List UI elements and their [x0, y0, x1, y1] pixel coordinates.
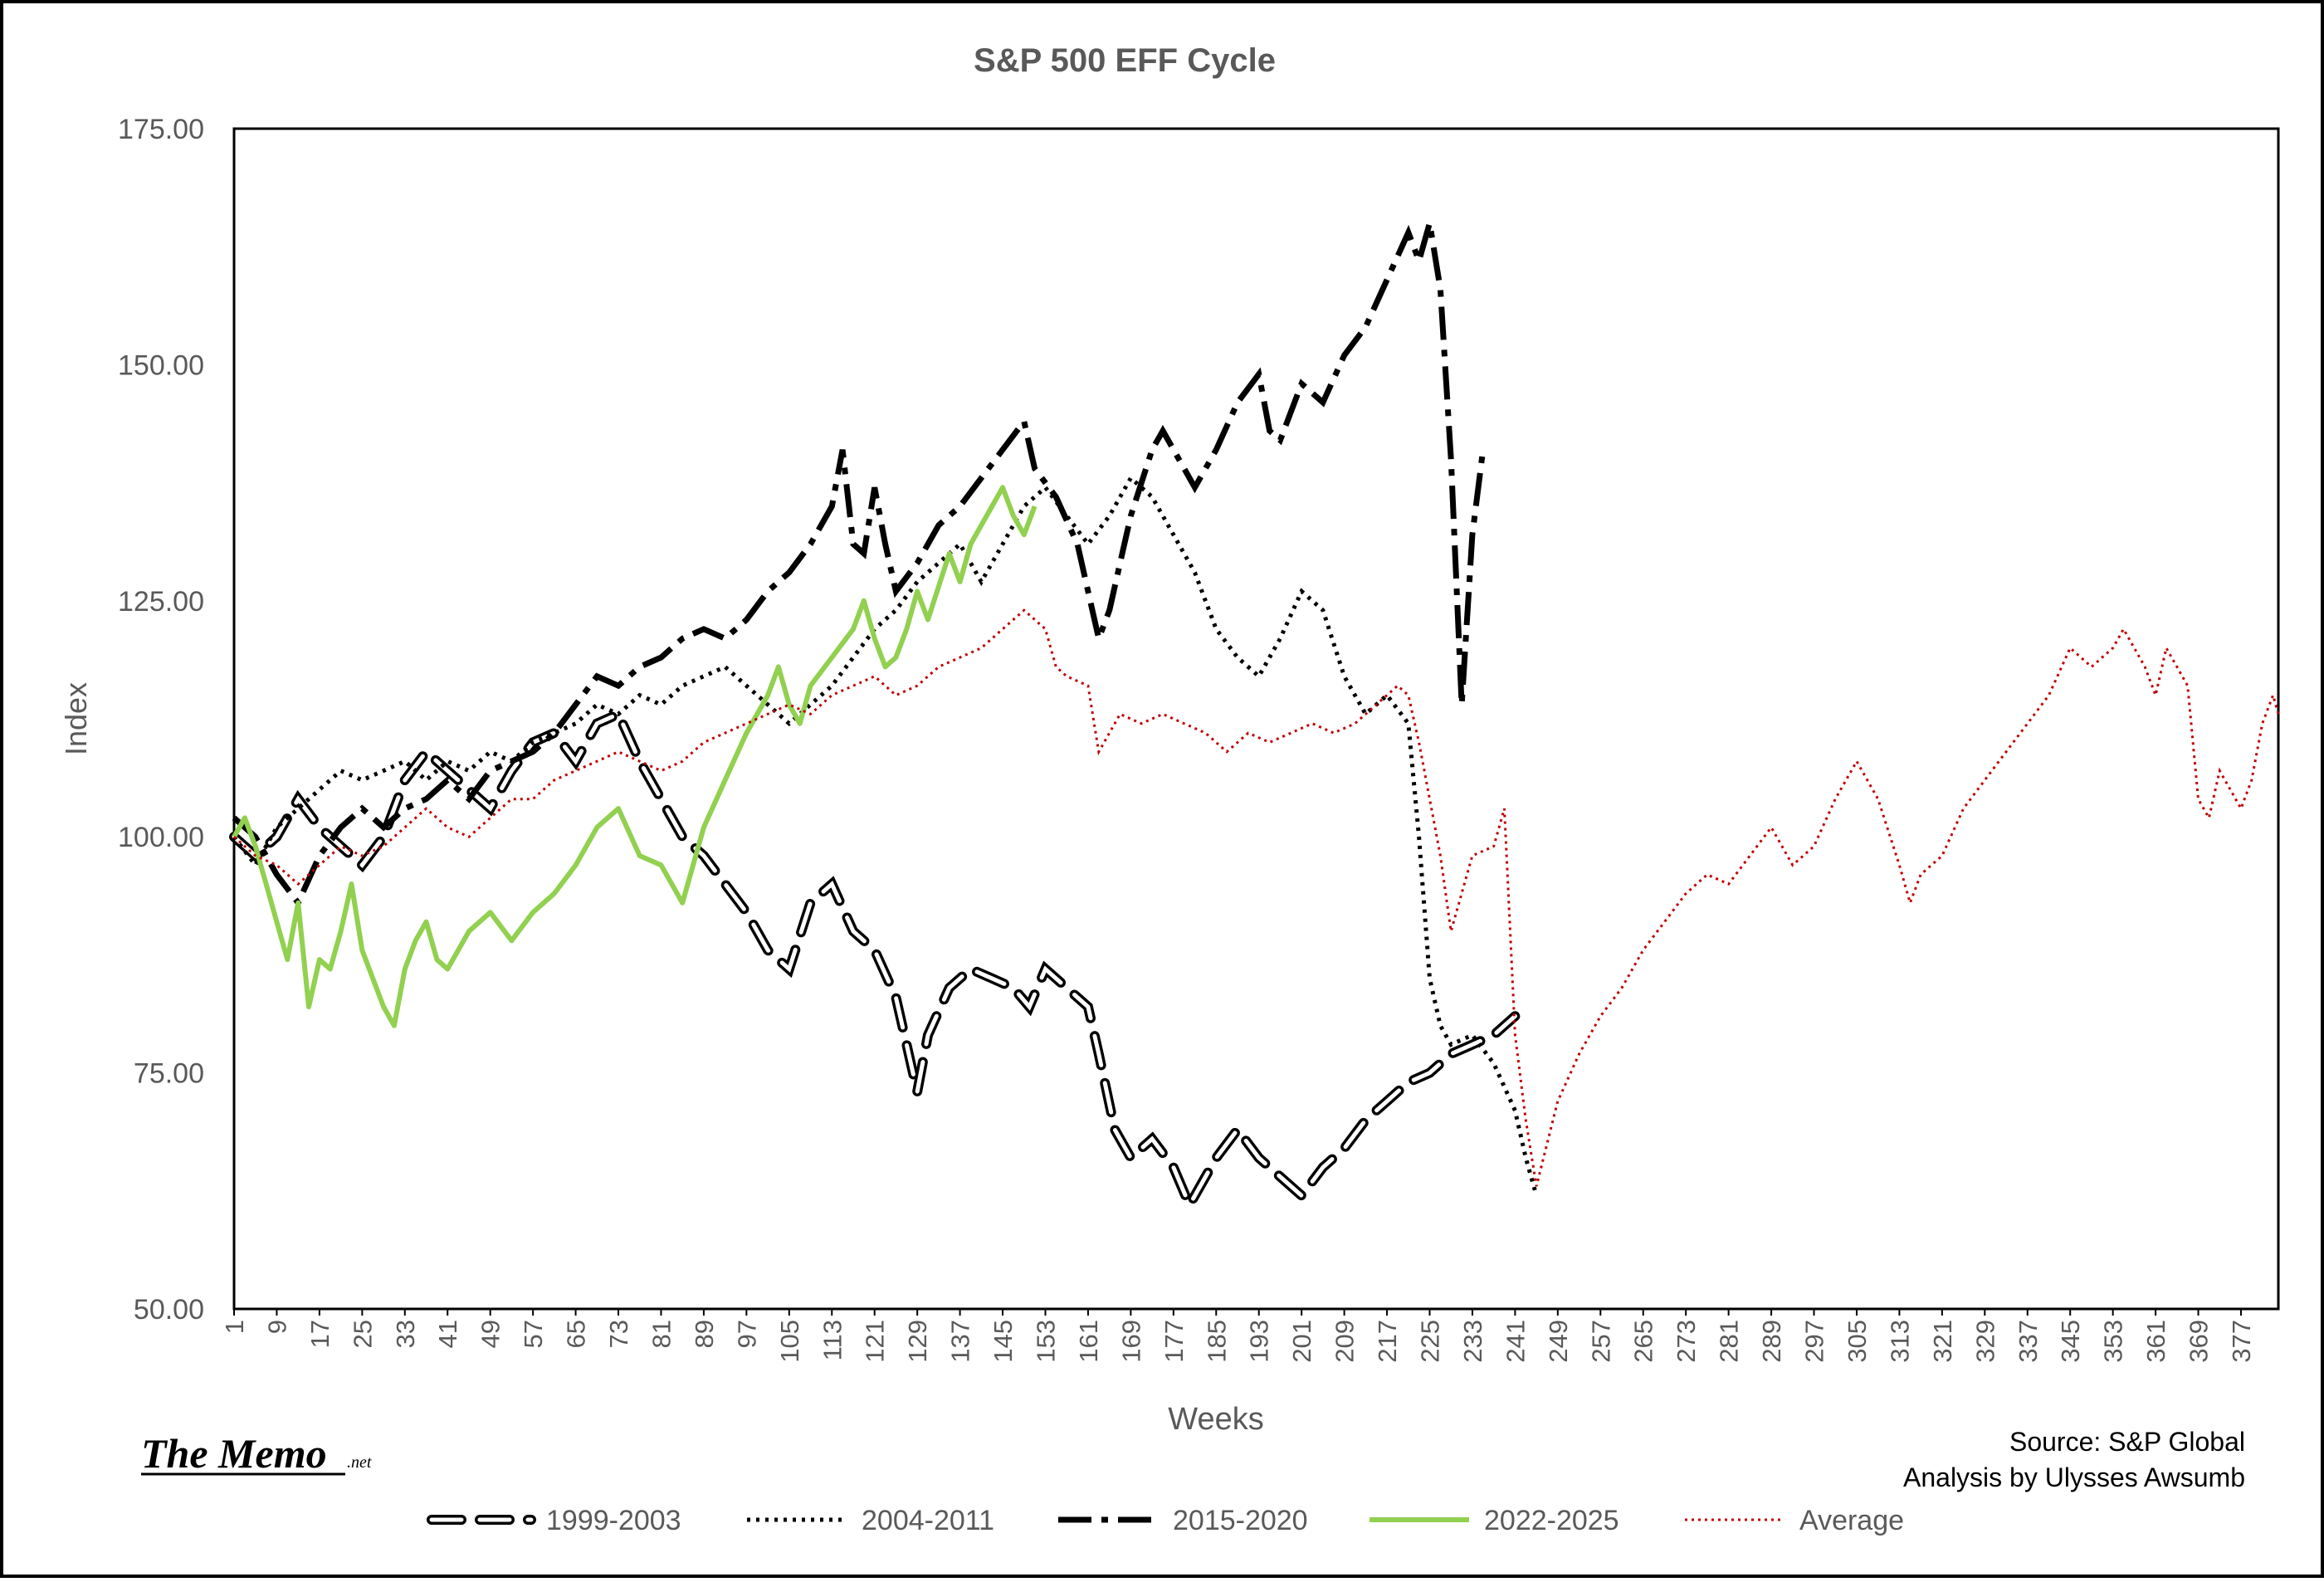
x-tick-label: 89: [690, 1320, 719, 1348]
y-tick-label: 100.00: [118, 822, 204, 853]
source-line-1: Source: S&P Global: [2009, 1427, 2245, 1457]
x-tick-label: 265: [1629, 1320, 1658, 1363]
legend-label-1999-2003: 1999-2003: [546, 1505, 681, 1536]
x-tick-label: 129: [903, 1320, 932, 1363]
x-tick-label: 57: [519, 1320, 548, 1348]
x-tick-label: 273: [1672, 1320, 1701, 1363]
series-line-2022-2025: [232, 485, 1038, 1028]
x-tick-label: 361: [2141, 1320, 2170, 1363]
x-tick-label: 257: [1586, 1320, 1615, 1363]
legend-label-2004-2011: 2004-2011: [862, 1505, 994, 1536]
x-tick-label: 345: [2056, 1320, 2085, 1363]
legend-item-2022-2025: 2022-2025: [1370, 1505, 1619, 1536]
x-tick-label: 185: [1202, 1320, 1231, 1363]
x-axis-label: Weeks: [1168, 1402, 1263, 1437]
series-line-average: [233, 608, 2280, 1187]
x-tick-label: 193: [1245, 1320, 1274, 1363]
watermark-suffix: .net: [347, 1453, 372, 1472]
x-tick-label: 137: [946, 1320, 975, 1363]
x-tick-label: 337: [2014, 1320, 2043, 1363]
x-tick-label: 105: [775, 1320, 804, 1363]
series-2015-2020: [232, 222, 1487, 909]
y-tick-label: 175.00: [118, 114, 204, 145]
x-tick-label: 49: [476, 1320, 505, 1348]
y-tick-label: 125.00: [118, 586, 204, 618]
x-tick-label: 369: [2185, 1320, 2214, 1363]
legend: 1999-2003 2004-2011 2015-2020 2022-2025 Aver…: [427, 1505, 1904, 1536]
x-tick-label: 97: [732, 1320, 761, 1348]
x-tick-label: 121: [861, 1320, 890, 1363]
legend-label-2015-2020: 2015-2020: [1173, 1505, 1308, 1536]
x-tick-label: 297: [1800, 1320, 1829, 1363]
x-tick-label: 113: [818, 1320, 847, 1360]
legend-label-2022-2025: 2022-2025: [1484, 1505, 1619, 1536]
x-tick-label: 249: [1544, 1320, 1573, 1363]
legend-label-average: Average: [1799, 1505, 1904, 1536]
series-line-2015-2020: [232, 222, 1487, 909]
legend-item-2004-2011: 2004-2011: [747, 1505, 994, 1536]
x-tick-label: 217: [1373, 1320, 1402, 1363]
source-line-2: Analysis by Ulysses Awsumb: [1903, 1462, 2245, 1492]
x-tick-label: 225: [1416, 1320, 1445, 1363]
legend-item-average: Average: [1685, 1505, 1904, 1536]
x-tick-label: 161: [1074, 1320, 1103, 1363]
x-tick-label: 281: [1715, 1320, 1744, 1363]
x-tick-label: 25: [348, 1320, 377, 1348]
x-tick-label: 17: [305, 1320, 334, 1348]
x-tick-label: 241: [1501, 1320, 1530, 1363]
watermark-logo: The Memo: [141, 1430, 327, 1477]
series-average: [233, 608, 2280, 1187]
x-tick-label: 9: [262, 1320, 291, 1334]
x-tick-label: 169: [1116, 1320, 1145, 1363]
y-tick-label: 150.00: [118, 349, 204, 381]
x-tick-label: 1: [220, 1320, 249, 1334]
legend-item-2015-2020: 2015-2020: [1058, 1505, 1308, 1536]
x-tick-label: 153: [1031, 1320, 1060, 1363]
y-tick-labels: 50.00 75.00 100.00 125.00 150.00 175.00: [118, 114, 204, 1326]
x-tick-label: 353: [2099, 1320, 2128, 1363]
x-tick-label: 329: [1970, 1320, 1999, 1363]
x-tick-labels: 1 9 17 25 33 41 49 57 65 73 81 89 97 105 113 121 129 137 1…: [220, 1309, 2256, 1363]
x-tick-label: 41: [433, 1320, 462, 1348]
plot-area: [232, 127, 2280, 1311]
y-tick-label: 75.00: [134, 1058, 204, 1090]
x-tick-label: 33: [391, 1320, 420, 1348]
series-line-1999-2003-inner: [232, 711, 1517, 1210]
x-tick-label: 305: [1843, 1320, 1872, 1363]
series-lines: [229, 222, 2280, 1217]
legend-item-1999-2003: 1999-2003: [427, 1505, 681, 1536]
x-tick-label: 177: [1160, 1320, 1189, 1363]
y-tick-label: 50.00: [134, 1294, 204, 1326]
x-tick-label: 313: [1885, 1320, 1914, 1363]
x-tick-label: 73: [604, 1320, 633, 1348]
x-tick-label: 65: [562, 1320, 591, 1348]
x-tick-label: 209: [1330, 1320, 1360, 1363]
x-tick-label: 377: [2227, 1320, 2256, 1363]
x-tick-label: 233: [1458, 1320, 1487, 1363]
y-axis-label: Index: [59, 682, 93, 755]
x-tick-label: 145: [989, 1320, 1018, 1363]
x-tick-label: 81: [647, 1320, 676, 1348]
x-tick-label: 321: [1928, 1320, 1957, 1363]
series-2022-2025: [232, 485, 1038, 1028]
series-1999-2003: [229, 707, 1521, 1217]
chart-title: S&P 500 EFF Cycle: [974, 42, 1276, 79]
x-tick-label: 289: [1757, 1320, 1786, 1363]
x-tick-label: 201: [1287, 1320, 1316, 1363]
